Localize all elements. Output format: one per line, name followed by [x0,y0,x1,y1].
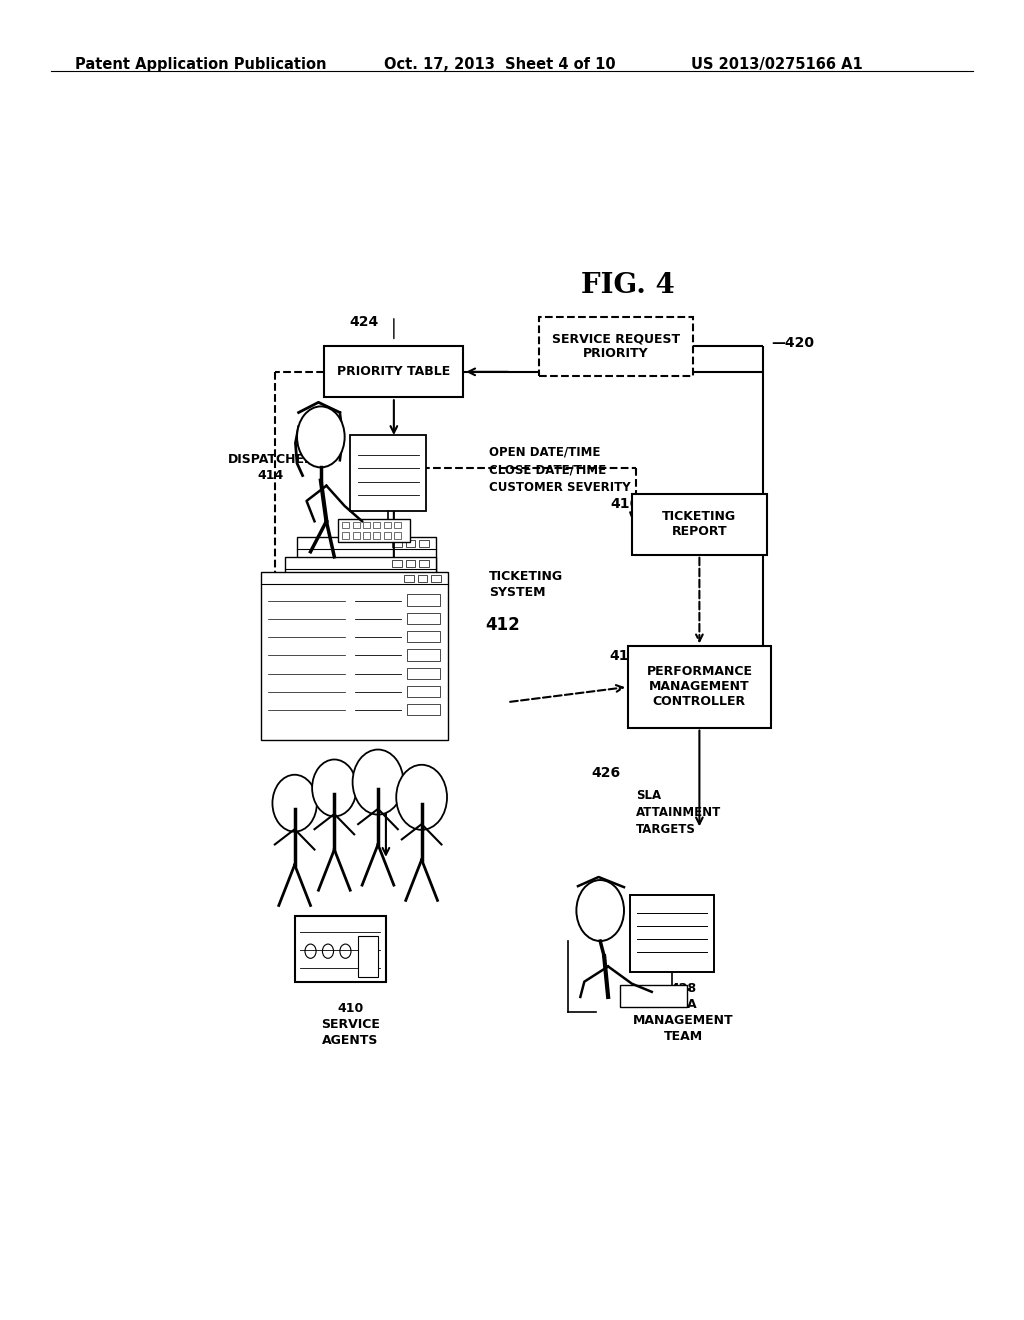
FancyBboxPatch shape [632,494,767,554]
Text: 418: 418 [610,649,639,664]
FancyBboxPatch shape [419,540,429,546]
FancyBboxPatch shape [392,581,401,587]
FancyBboxPatch shape [392,540,401,546]
FancyBboxPatch shape [407,594,440,606]
Text: —420: —420 [771,337,814,350]
FancyBboxPatch shape [350,434,426,511]
Text: TICKETING
SYSTEM: TICKETING SYSTEM [489,570,563,599]
Text: US 2013/0275166 A1: US 2013/0275166 A1 [691,58,863,73]
Text: Patent Application Publication: Patent Application Publication [75,58,327,73]
FancyBboxPatch shape [285,557,436,678]
Text: PRIORITY TABLE: PRIORITY TABLE [337,366,451,379]
FancyBboxPatch shape [406,540,416,546]
FancyBboxPatch shape [407,668,440,678]
FancyBboxPatch shape [297,536,436,648]
FancyBboxPatch shape [402,579,430,590]
Circle shape [352,750,403,814]
Text: 416: 416 [610,496,639,511]
FancyBboxPatch shape [406,560,416,568]
FancyBboxPatch shape [406,577,430,589]
FancyBboxPatch shape [407,649,440,660]
Text: 426: 426 [591,767,620,780]
FancyBboxPatch shape [620,985,687,1007]
FancyBboxPatch shape [400,655,429,665]
FancyBboxPatch shape [342,532,349,539]
Circle shape [297,407,345,467]
FancyBboxPatch shape [394,532,401,539]
Text: SLA
ATTAINMENT
TARGETS: SLA ATTAINMENT TARGETS [636,788,721,836]
FancyBboxPatch shape [539,317,693,376]
FancyBboxPatch shape [431,576,440,582]
FancyBboxPatch shape [358,936,378,977]
FancyBboxPatch shape [419,560,429,568]
FancyBboxPatch shape [406,558,430,570]
Circle shape [396,764,447,830]
FancyBboxPatch shape [402,634,430,645]
Text: OPEN DATE/TIME
CLOSE DATE/TIME
CUSTOMER SEVERITY: OPEN DATE/TIME CLOSE DATE/TIME CUSTOMER … [489,445,631,494]
Text: FIG. 4: FIG. 4 [581,272,675,298]
FancyBboxPatch shape [261,572,447,739]
FancyBboxPatch shape [406,595,430,607]
FancyBboxPatch shape [362,532,370,539]
FancyBboxPatch shape [402,652,430,664]
FancyBboxPatch shape [400,636,429,647]
FancyBboxPatch shape [400,618,429,630]
Circle shape [577,880,624,941]
Text: 428
SLA
MANAGEMENT
TEAM: 428 SLA MANAGEMENT TEAM [633,982,734,1043]
FancyBboxPatch shape [325,346,463,397]
Circle shape [312,759,356,816]
FancyBboxPatch shape [404,576,414,582]
FancyBboxPatch shape [384,532,391,539]
FancyBboxPatch shape [631,895,714,972]
FancyBboxPatch shape [407,686,440,697]
Text: 412: 412 [485,616,520,634]
Text: DISPATCHER
414: DISPATCHER 414 [227,453,314,482]
FancyBboxPatch shape [407,612,440,624]
FancyBboxPatch shape [407,631,440,643]
FancyBboxPatch shape [628,647,771,727]
Text: SERVICE REQUEST
PRIORITY: SERVICE REQUEST PRIORITY [552,333,680,360]
FancyBboxPatch shape [406,581,416,587]
FancyBboxPatch shape [295,916,386,982]
Text: TICKETING
REPORT: TICKETING REPORT [663,511,736,539]
FancyBboxPatch shape [418,576,427,582]
FancyBboxPatch shape [362,523,370,528]
FancyBboxPatch shape [273,577,436,709]
FancyBboxPatch shape [352,523,359,528]
FancyBboxPatch shape [392,560,401,568]
FancyBboxPatch shape [400,673,429,684]
FancyBboxPatch shape [400,599,429,611]
Text: Oct. 17, 2013  Sheet 4 of 10: Oct. 17, 2013 Sheet 4 of 10 [384,58,615,73]
Circle shape [272,775,316,832]
FancyBboxPatch shape [419,581,429,587]
FancyBboxPatch shape [406,614,430,624]
FancyBboxPatch shape [373,523,380,528]
Text: 424: 424 [349,315,378,329]
FancyBboxPatch shape [352,532,359,539]
FancyBboxPatch shape [402,616,430,627]
FancyBboxPatch shape [384,523,391,528]
FancyBboxPatch shape [402,598,430,609]
FancyBboxPatch shape [394,523,401,528]
Text: 410
SERVICE
AGENTS: 410 SERVICE AGENTS [321,1002,380,1047]
FancyBboxPatch shape [342,523,349,528]
FancyBboxPatch shape [338,519,410,541]
FancyBboxPatch shape [407,704,440,715]
FancyBboxPatch shape [373,532,380,539]
Text: PERFORMANCE
MANAGEMENT
CONTROLLER: PERFORMANCE MANAGEMENT CONTROLLER [646,665,753,709]
